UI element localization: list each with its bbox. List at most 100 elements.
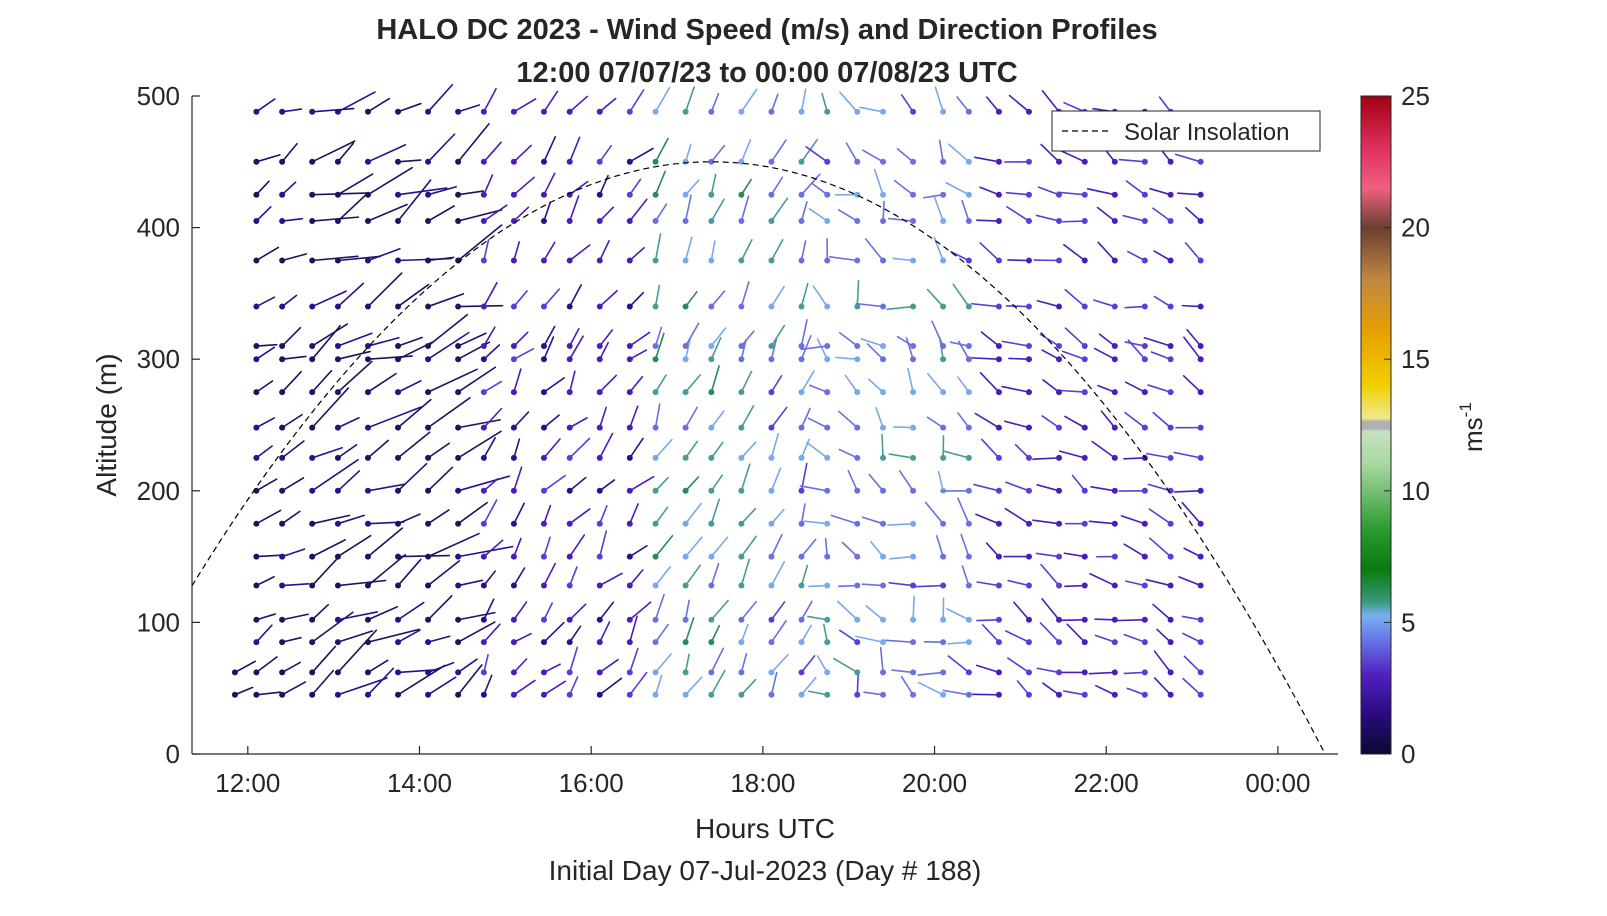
wind-barb-point: [309, 455, 315, 461]
wind-barb-point: [1082, 521, 1088, 527]
wind-barb-point: [910, 617, 916, 623]
wind-barb-point: [481, 669, 487, 675]
wind-barb-point: [940, 692, 946, 698]
wind-barb-stick: [857, 673, 858, 694]
wind-barb-point: [511, 109, 517, 115]
wind-barb-point: [541, 692, 547, 698]
wind-barb-point: [880, 488, 886, 494]
wind-barb-point: [1026, 258, 1032, 264]
wind-barb-point: [880, 356, 886, 362]
wind-barb-point: [597, 639, 603, 645]
wind-barb-point: [708, 192, 714, 198]
wind-barb-point: [1168, 639, 1174, 645]
wind-barb-point: [966, 304, 972, 310]
wind-barb-point: [1026, 425, 1032, 431]
wind-barb-point: [597, 521, 603, 527]
wind-barb-point: [1082, 192, 1088, 198]
wind-barb-point: [824, 692, 830, 698]
wind-barb-point: [253, 639, 259, 645]
wind-barb-point: [708, 304, 714, 310]
wind-barb-point: [798, 159, 804, 165]
wind-barb-point: [824, 192, 830, 198]
wind-barb-point: [481, 304, 487, 310]
wind-barb-point: [653, 304, 659, 310]
wind-barb-point: [1026, 617, 1032, 623]
wind-barb-point: [279, 583, 285, 589]
wind-barb-point: [708, 389, 714, 395]
wind-barb-point: [425, 389, 431, 395]
wind-barb-point: [279, 639, 285, 645]
wind-barb-point: [253, 356, 259, 362]
wind-barb-point: [798, 583, 804, 589]
wind-barb-point: [455, 343, 461, 349]
wind-barb-point: [653, 639, 659, 645]
wind-barb-point: [627, 617, 633, 623]
wind-barb-point: [597, 356, 603, 362]
wind-barb-point: [854, 425, 860, 431]
wind-barb-point: [425, 639, 431, 645]
wind-barb-point: [1142, 218, 1148, 224]
wind-barb-point: [653, 521, 659, 527]
wind-barb-stick: [977, 620, 999, 621]
wind-barb-point: [738, 617, 744, 623]
wind-barb-point: [910, 455, 916, 461]
wind-barb-point: [824, 583, 830, 589]
wind-barb-point: [335, 304, 341, 310]
wind-barb-point: [996, 554, 1002, 560]
wind-barb-point: [966, 159, 972, 165]
wind-barb-point: [738, 356, 744, 362]
wind-barb-point: [708, 258, 714, 264]
wind-barb-point: [279, 109, 285, 115]
wind-barb-point: [824, 356, 830, 362]
wind-barb-point: [481, 583, 487, 589]
wind-barb-point: [854, 521, 860, 527]
wind-barb-point: [541, 521, 547, 527]
wind-barb-point: [365, 343, 371, 349]
wind-barb-point: [708, 425, 714, 431]
wind-barb-point: [567, 356, 573, 362]
wind-barb-point: [738, 521, 744, 527]
wind-barb-point: [627, 159, 633, 165]
wind-barb-point: [481, 159, 487, 165]
wind-barb-point: [653, 488, 659, 494]
wind-barb-point: [708, 521, 714, 527]
wind-barb-point: [425, 554, 431, 560]
wind-barb-point: [309, 304, 315, 310]
wind-barb-point: [1142, 304, 1148, 310]
wind-barb-point: [597, 389, 603, 395]
colorbar-unit-exponent: -1: [1456, 402, 1475, 417]
wind-barb-point: [966, 192, 972, 198]
wind-barb-point: [880, 389, 886, 395]
wind-barb-point: [854, 258, 860, 264]
wind-barb-point: [1198, 455, 1204, 461]
wind-barb-point: [279, 521, 285, 527]
wind-barb-point: [996, 109, 1002, 115]
wind-barb-point: [395, 356, 401, 362]
wind-barb-point: [1112, 425, 1118, 431]
wind-barb-point: [1168, 192, 1174, 198]
wind-barb-point: [1168, 425, 1174, 431]
y-tick-label: 500: [137, 81, 180, 111]
wind-barb-point: [1112, 343, 1118, 349]
wind-barb-point: [1198, 258, 1204, 264]
wind-barb-point: [1142, 554, 1148, 560]
wind-barb-point: [966, 425, 972, 431]
x-axis-label: Hours UTC: [695, 813, 835, 844]
colorbar-tick-label: 25: [1401, 81, 1430, 111]
wind-barb-point: [768, 343, 774, 349]
wind-barb-point: [854, 488, 860, 494]
wind-barb-point: [627, 192, 633, 198]
wind-barb-point: [798, 389, 804, 395]
wind-barb-point: [1198, 692, 1204, 698]
wind-barb-point: [511, 159, 517, 165]
wind-barb-point: [880, 669, 886, 675]
wind-barb-point: [708, 218, 714, 224]
wind-barb-point: [597, 583, 603, 589]
wind-barb-point: [653, 109, 659, 115]
wind-barb-point: [683, 617, 689, 623]
wind-barb-point: [708, 343, 714, 349]
wind-barb-point: [1026, 218, 1032, 224]
wind-barb-point: [1142, 159, 1148, 165]
wind-barb-point: [481, 639, 487, 645]
